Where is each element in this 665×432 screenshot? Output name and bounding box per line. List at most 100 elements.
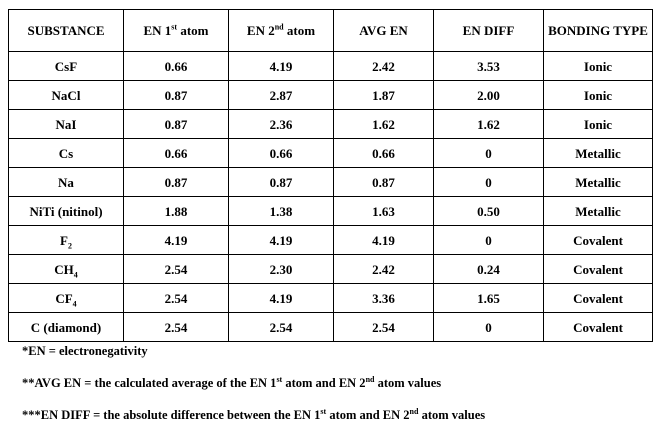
value-cell: 2.30 bbox=[228, 254, 334, 284]
script-text: st bbox=[276, 374, 283, 384]
value-cell: 4.19 bbox=[123, 225, 229, 255]
substance-cell: CH4 bbox=[8, 254, 124, 284]
substance-cell: Na bbox=[8, 167, 124, 197]
value-cell: 0.87 bbox=[228, 167, 334, 197]
value-cell: 0 bbox=[433, 312, 544, 342]
table-row: Na 0.87 0.87 0.87 0 Metallic bbox=[8, 167, 653, 197]
value-cell: Metallic bbox=[543, 196, 653, 226]
value-cell: Metallic bbox=[543, 167, 653, 197]
value-cell: 2.54 bbox=[123, 283, 229, 313]
table-row: F2 4.19 4.19 4.19 0 Covalent bbox=[8, 225, 653, 255]
substance-cell: CF4 bbox=[8, 283, 124, 313]
substance-cell: F2 bbox=[8, 225, 124, 255]
script-text: st bbox=[320, 406, 327, 416]
text-segment: CF bbox=[55, 290, 73, 306]
substance-cell: NaI bbox=[8, 109, 124, 139]
value-cell: Covalent bbox=[543, 254, 653, 284]
value-cell: 0 bbox=[433, 167, 544, 197]
value-cell: 2.00 bbox=[433, 80, 544, 110]
substance-cell: NaCl bbox=[8, 80, 124, 110]
text-segment: EN 2 bbox=[246, 23, 275, 38]
value-cell: 0.66 bbox=[228, 138, 334, 168]
value-cell: 1.62 bbox=[433, 109, 544, 139]
script-text: 4 bbox=[73, 270, 78, 280]
value-cell: 0.66 bbox=[123, 51, 229, 81]
footnote: **AVG EN = the calculated average of the… bbox=[22, 374, 442, 391]
value-cell: 3.36 bbox=[333, 283, 434, 313]
text-segment: **AVG EN = the calculated average of the… bbox=[22, 376, 277, 390]
table-row: NaI 0.87 2.36 1.62 1.62 Ionic bbox=[8, 109, 653, 139]
header-cell: EN 1st atom bbox=[123, 9, 229, 52]
value-cell: 1.87 bbox=[333, 80, 434, 110]
text-segment: atom and EN 2 bbox=[326, 408, 410, 422]
value-cell: 0.87 bbox=[123, 80, 229, 110]
text-segment: atom bbox=[283, 23, 316, 38]
text-segment: atom and EN 2 bbox=[282, 376, 366, 390]
value-cell: Covalent bbox=[543, 225, 653, 255]
script-text: nd bbox=[274, 22, 284, 32]
script-text: nd bbox=[365, 374, 375, 384]
value-cell: 2.54 bbox=[123, 312, 229, 342]
value-cell: 0.87 bbox=[333, 167, 434, 197]
value-cell: 0.66 bbox=[333, 138, 434, 168]
table-row: Cs 0.66 0.66 0.66 0 Metallic bbox=[8, 138, 653, 168]
text-segment: EN 1 bbox=[143, 23, 172, 38]
script-text: nd bbox=[409, 406, 419, 416]
value-cell: 4.19 bbox=[228, 225, 334, 255]
text-segment: F bbox=[60, 232, 68, 248]
script-text: 4 bbox=[72, 299, 77, 309]
value-cell: 1.65 bbox=[433, 283, 544, 313]
text-segment: atom values bbox=[374, 376, 442, 390]
value-cell: 0.87 bbox=[123, 109, 229, 139]
value-cell: 2.36 bbox=[228, 109, 334, 139]
header-row: SUBSTANCE EN 1st atom EN 2nd atom AVG EN EN … bbox=[8, 9, 653, 52]
table-row: CH4 2.54 2.30 2.42 0.24 Covalent bbox=[8, 254, 653, 284]
value-cell: 4.19 bbox=[228, 51, 334, 81]
value-cell: 0 bbox=[433, 225, 544, 255]
table-row: CF4 2.54 4.19 3.36 1.65 Covalent bbox=[8, 283, 653, 313]
value-cell: 4.19 bbox=[333, 225, 434, 255]
value-cell: 2.54 bbox=[123, 254, 229, 284]
value-cell: 2.54 bbox=[333, 312, 434, 342]
table-body: CsF 0.66 4.19 2.42 3.53 Ionic NaCl 0.87 2.87 1.87… bbox=[8, 51, 653, 342]
table-row: C (diamond) 2.54 2.54 2.54 0 Covalent bbox=[8, 312, 653, 342]
value-cell: 1.38 bbox=[228, 196, 334, 226]
value-cell: 2.54 bbox=[228, 312, 334, 342]
header-cell: EN DIFF bbox=[433, 9, 544, 52]
value-cell: 2.42 bbox=[333, 254, 434, 284]
value-cell: 2.42 bbox=[333, 51, 434, 81]
value-cell: Metallic bbox=[543, 138, 653, 168]
value-cell: 0.50 bbox=[433, 196, 544, 226]
value-cell: 1.88 bbox=[123, 196, 229, 226]
substance-cell: CsF bbox=[8, 51, 124, 81]
value-cell: 4.19 bbox=[228, 283, 334, 313]
value-cell: 0.66 bbox=[123, 138, 229, 168]
text-segment: ***EN DIFF = the absolute difference bet… bbox=[22, 408, 321, 422]
substance-cell: Cs bbox=[8, 138, 124, 168]
table-row: NaCl 0.87 2.87 1.87 2.00 Ionic bbox=[8, 80, 653, 110]
footnote: ***EN DIFF = the absolute difference bet… bbox=[22, 406, 486, 423]
substance-cell: C (diamond) bbox=[8, 312, 124, 342]
value-cell: 2.87 bbox=[228, 80, 334, 110]
table-row: NiTi (nitinol) 1.88 1.38 1.63 0.50 Metallic bbox=[8, 196, 653, 226]
substance-cell: NiTi (nitinol) bbox=[8, 196, 124, 226]
text-segment: CH bbox=[54, 261, 74, 277]
header-cell: EN 2nd atom bbox=[228, 9, 334, 52]
value-cell: Ionic bbox=[543, 80, 653, 110]
value-cell: Covalent bbox=[543, 283, 653, 313]
value-cell: 3.53 bbox=[433, 51, 544, 81]
value-cell: 1.63 bbox=[333, 196, 434, 226]
value-cell: Ionic bbox=[543, 109, 653, 139]
electronegativity-table: SUBSTANCE EN 1st atom EN 2nd atom AVG EN EN … bbox=[8, 9, 653, 342]
header-cell: BONDING TYPE bbox=[543, 9, 653, 52]
value-cell: 0.24 bbox=[433, 254, 544, 284]
text-segment: atom bbox=[177, 23, 209, 38]
value-cell: 1.62 bbox=[333, 109, 434, 139]
table-row: CsF 0.66 4.19 2.42 3.53 Ionic bbox=[8, 51, 653, 81]
script-text: st bbox=[171, 22, 178, 32]
value-cell: Ionic bbox=[543, 51, 653, 81]
script-text: 2 bbox=[67, 241, 72, 251]
header-cell: SUBSTANCE bbox=[8, 9, 124, 52]
text-segment: atom values bbox=[418, 408, 486, 422]
